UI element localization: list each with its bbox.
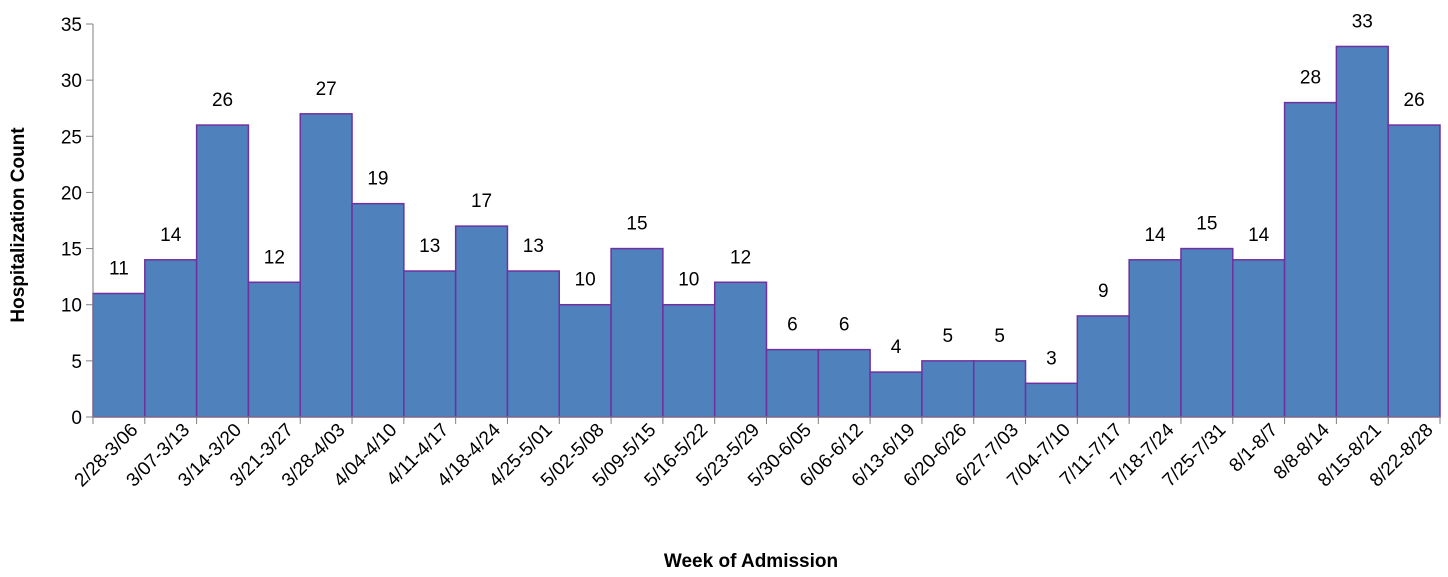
bar: [1285, 103, 1337, 417]
data-label: 33: [1352, 11, 1373, 32]
bar: [145, 260, 197, 417]
data-label: 19: [367, 169, 388, 190]
y-tick-label: 15: [61, 240, 82, 261]
bar: [663, 305, 715, 417]
data-label: 12: [264, 247, 285, 268]
data-label: 27: [316, 79, 337, 100]
data-label: 10: [575, 270, 596, 291]
data-label: 6: [787, 315, 798, 336]
bar: [870, 372, 922, 417]
data-label: 14: [1248, 225, 1270, 246]
x-axis-title: Week of Admission: [664, 551, 838, 572]
data-label: 4: [891, 337, 902, 358]
y-tick-label: 20: [61, 183, 82, 204]
data-label: 12: [730, 247, 751, 268]
bar: [611, 249, 663, 417]
data-label: 6: [839, 315, 850, 336]
data-label: 11: [109, 258, 129, 279]
data-label: 14: [160, 225, 182, 246]
bar: [507, 271, 559, 417]
data-label: 15: [1196, 214, 1217, 235]
bar: [922, 361, 974, 417]
bar: [1077, 316, 1129, 417]
y-axis-title: Hospitalization Count: [8, 127, 29, 323]
bar: [559, 305, 611, 417]
data-label: 28: [1300, 68, 1321, 89]
bars-layer: [93, 46, 1440, 417]
data-label: 15: [626, 214, 647, 235]
data-label: 5: [943, 326, 954, 347]
y-tick-label: 0: [71, 408, 82, 429]
data-label: 3: [1046, 348, 1057, 369]
bar: [715, 282, 767, 417]
y-tick-label: 35: [61, 15, 82, 36]
bar: [197, 125, 249, 417]
data-label: 17: [471, 191, 492, 212]
data-label: 13: [419, 236, 440, 257]
data-label: 13: [523, 236, 544, 257]
bar: [1026, 383, 1078, 417]
data-label: 5: [994, 326, 1005, 347]
bar: [93, 293, 145, 417]
bar: [300, 114, 352, 417]
data-label: 14: [1144, 225, 1166, 246]
bar: [352, 204, 404, 417]
bar: [1233, 260, 1285, 417]
bar: [1336, 46, 1388, 417]
bar: [404, 271, 456, 417]
y-tick-label: 25: [61, 127, 82, 148]
bar: [767, 350, 819, 417]
bar: [1181, 249, 1233, 417]
bar: [456, 226, 508, 417]
bar: [248, 282, 300, 417]
y-tick-label: 5: [71, 352, 82, 373]
y-tick-label: 10: [61, 296, 82, 317]
data-label: 9: [1098, 281, 1109, 302]
data-label: 10: [678, 270, 699, 291]
data-label: 26: [1404, 90, 1425, 111]
data-label: 26: [212, 90, 233, 111]
bar: [818, 350, 870, 417]
y-tick-label: 30: [61, 71, 82, 92]
bar: [974, 361, 1026, 417]
bar: [1388, 125, 1440, 417]
bar: [1129, 260, 1181, 417]
